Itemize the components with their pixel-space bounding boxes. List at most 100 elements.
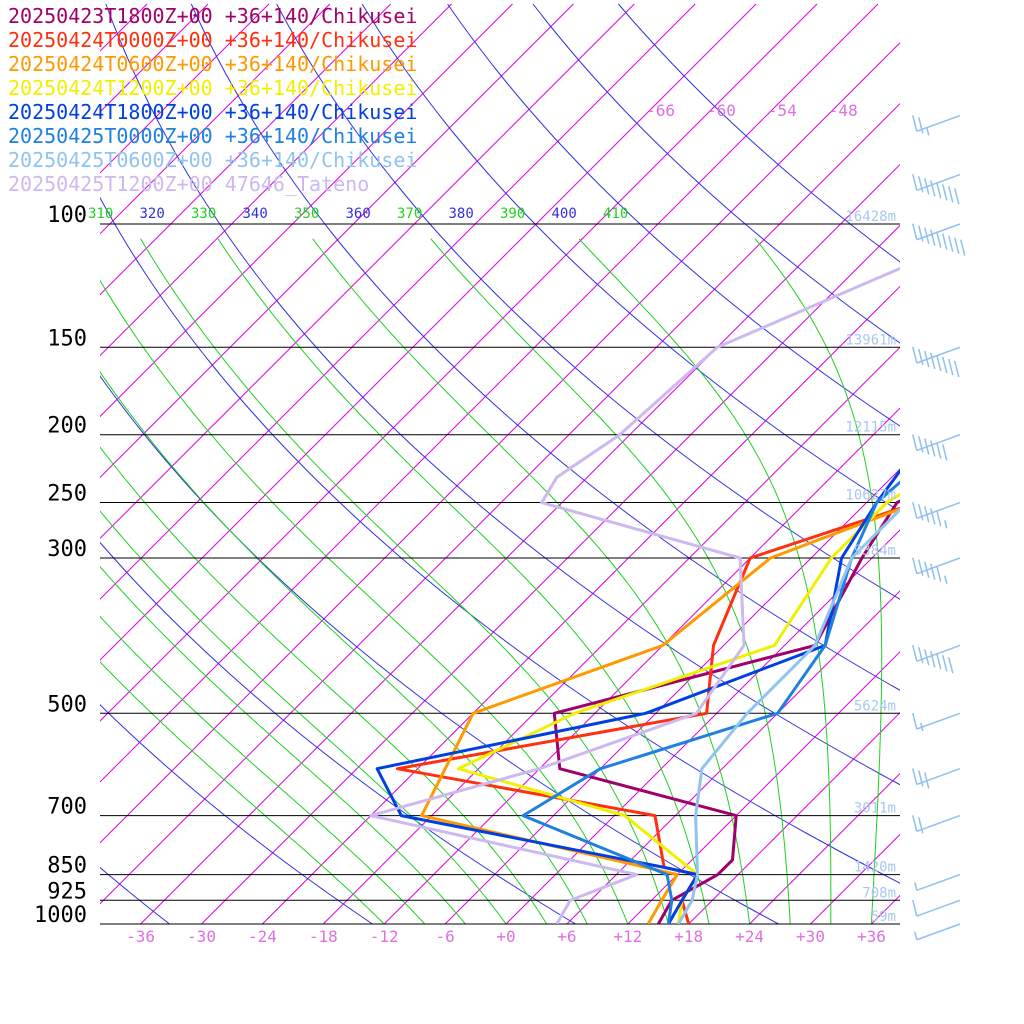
wind-barb [912, 644, 961, 674]
wind-barb [912, 173, 961, 205]
pressure-label: 1000 [34, 903, 87, 928]
legend-entry: 20250425T0000Z+00 +36+140/Chikusei [8, 124, 418, 148]
series-line [375, 468, 900, 924]
theta-label: 350 [294, 206, 319, 222]
theta-label: 380 [449, 206, 474, 222]
moist-adiabat-line [100, 279, 629, 924]
isotherm-lines [100, 3, 1024, 924]
isotherm-line [100, 3, 270, 174]
isotherm-line [749, 772, 900, 924]
axis-labels: 100 16428m 150 13961m 200 12115m 250 10627m 300 9… [34, 101, 896, 946]
legend-entry: 20250425T0600Z+00 +36+140/Chikusei [8, 148, 418, 172]
isotherm-line [100, 3, 818, 722]
pressure-label: 250 [47, 482, 87, 507]
isotherm-line [100, 3, 513, 418]
isotherm-line [100, 3, 635, 540]
isotherm-label: -54 [768, 101, 797, 120]
wind-barb [914, 923, 961, 941]
dry-adiabat-line [100, 704, 373, 924]
dry-adiabat-line [100, 196, 900, 884]
dry-adiabat-line [105, 3, 900, 786]
isotherm-line [100, 3, 757, 661]
pressure-label: 700 [47, 795, 87, 820]
isotherm-line [100, 3, 392, 296]
dry-adiabat-line [361, 3, 900, 512]
isotherm-line [100, 3, 879, 783]
temperature-tick-label: -36 [126, 927, 155, 946]
wind-barb [914, 873, 961, 892]
series-line [677, 507, 900, 924]
wind-barb [912, 899, 961, 917]
isotherm-label: -60 [707, 101, 736, 120]
moist-adiabat-line [217, 238, 710, 924]
isotherm-line [810, 833, 900, 924]
theta-label: 410 [603, 206, 628, 222]
isotherm-line [100, 3, 331, 235]
theta-label: 390 [500, 206, 525, 222]
isotherm-label: -66 [646, 101, 675, 120]
series-line [420, 507, 900, 924]
wind-barb [912, 814, 961, 834]
temperature-tick-label: +30 [796, 927, 825, 946]
isotherm-line [100, 42, 900, 844]
series-line [552, 499, 900, 924]
temperature-tick-label: +6 [557, 927, 576, 946]
temperature-tick-label: -6 [435, 927, 454, 946]
moist-adiabat-lines [100, 238, 883, 924]
legend-entry: 20250424T1800Z+00 +36+140/Chikusei [8, 100, 418, 124]
temperature-tick-label: +18 [674, 927, 703, 946]
isotherm-line [322, 346, 900, 924]
height-label: 16428m [845, 209, 896, 225]
theta-label: 340 [243, 206, 268, 222]
height-label: 13961m [845, 332, 896, 348]
temperature-tick-label: +36 [857, 927, 886, 946]
isotherm-line [932, 4, 1024, 924]
isotherm-line [688, 711, 900, 924]
isotherm-line [100, 3, 696, 600]
theta-label: 360 [346, 206, 371, 222]
isotherm-line [566, 590, 900, 924]
dry-adiabat-line [100, 541, 576, 924]
wind-barb [912, 223, 966, 256]
dry-adiabat-line [532, 3, 900, 344]
height-label: 1420m [854, 860, 896, 876]
isotherm-line [140, 163, 900, 924]
isotherm-line [201, 224, 900, 924]
height-label: 10627m [845, 488, 896, 504]
pressure-label: 500 [47, 692, 87, 717]
temperature-tick-label: -18 [309, 927, 338, 946]
temperature-tick-label: +24 [735, 927, 764, 946]
pressure-label: 850 [47, 854, 87, 879]
moist-adiabat-line [312, 238, 751, 924]
isotherm-line [505, 529, 900, 924]
temperature-profiles [369, 266, 900, 924]
isotherm-label: -48 [829, 101, 858, 120]
temperature-tick-label: +12 [613, 927, 642, 946]
height-label: 5624m [854, 698, 896, 714]
isotherm-line [871, 894, 900, 924]
height-label: 59m [871, 909, 896, 925]
dry-adiabat-line [190, 3, 900, 691]
isobar-lines [100, 223, 900, 925]
theta-label: 330 [191, 206, 216, 222]
isotherm-line [100, 102, 900, 905]
wind-barb [912, 768, 961, 789]
height-label: 708m [862, 885, 896, 901]
height-label: 3011m [854, 801, 896, 817]
temperature-tick-label: -24 [248, 927, 277, 946]
wind-barb [912, 346, 961, 378]
isotherm-line [444, 468, 900, 924]
temperature-tick-label: +0 [496, 927, 515, 946]
theta-label: 320 [140, 206, 165, 222]
isotherm-line [627, 651, 900, 924]
wind-barb [912, 434, 961, 461]
temperature-tick-label: -30 [187, 927, 216, 946]
theta-label: 370 [397, 206, 422, 222]
legend-entry: 20250425T1200Z+00 47646_Tateno [8, 172, 370, 196]
theta-label: 310 [88, 206, 113, 222]
height-label: 9384m [854, 543, 896, 559]
pressure-label: 200 [47, 414, 87, 439]
theta-label: 400 [552, 206, 577, 222]
legend: 20250423T1800Z+00 +36+140/Chikusei 202504… [8, 4, 417, 196]
